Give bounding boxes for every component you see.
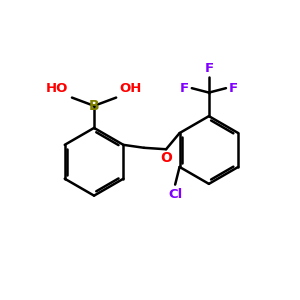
Text: F: F [204, 62, 214, 75]
Text: F: F [229, 82, 238, 95]
Text: O: O [160, 151, 172, 165]
Text: Cl: Cl [168, 188, 182, 200]
Text: F: F [180, 82, 189, 95]
Text: B: B [89, 99, 99, 113]
Text: HO: HO [46, 82, 68, 95]
Text: OH: OH [120, 82, 142, 95]
